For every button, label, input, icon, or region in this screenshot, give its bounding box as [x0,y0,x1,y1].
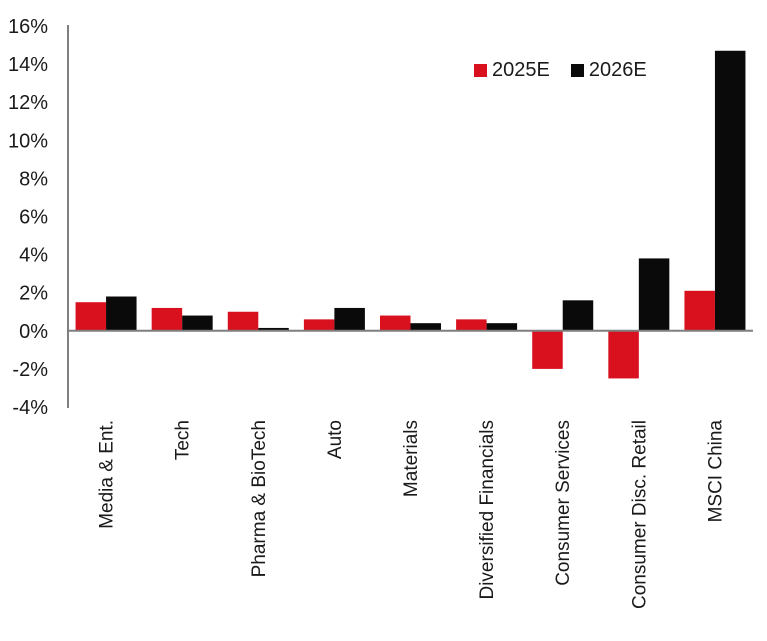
y-tick-label-2: 2% [19,283,48,305]
category-label-media-ent: Media & Ent. [97,420,118,529]
category-label-consumer-disc-retail: Consumer Disc. Retail [629,420,650,609]
legend-item-2026e: 2026E [570,57,647,83]
bar-2025e-pharma-biotech [227,311,259,331]
bar-2026e-consumer-disc-retail [638,258,670,331]
bar-2025e-consumer-disc-retail [608,330,639,379]
category-label-auto: Auto [325,420,346,459]
y-tick-label-8: 8% [19,168,48,190]
bar-2026e-diversified-financials [486,323,518,331]
y-tick-label-16: 16% [8,16,48,38]
legend-item-2025e: 2025E [474,57,550,83]
bar-2025e-tech [151,307,183,331]
y-tick-label-0: 0% [19,321,48,343]
y-tick-label-10: 10% [8,130,48,152]
bar-2026e-materials [410,323,441,331]
category-label-pharma-biotech: Pharma & BioTech [249,420,270,577]
bar-2026e-consumer-services [562,300,594,331]
y-tick-label--4: -4% [12,397,48,419]
legend-label-2025e: 2025E [492,59,550,81]
bar-2025e-materials [380,315,411,331]
bar-2025e-consumer-services [532,330,563,369]
category-label-tech: Tech [173,420,194,460]
category-label-msci-china: MSCI China [705,420,726,523]
chart-legend: 2025E 2026E [474,57,647,83]
bar-2026e-pharma-biotech [258,327,289,331]
bar-2026e-tech [182,315,213,331]
legend-swatch-2026e [570,63,584,77]
category-label-materials: Materials [401,420,422,497]
y-tick-label--2: -2% [12,359,48,381]
bar-2025e-diversified-financials [456,319,487,331]
category-label-diversified-financials: Diversified Financials [477,420,498,600]
y-tick-label-4: 4% [19,245,48,267]
y-tick-label-12: 12% [8,92,48,114]
bar-2025e-msci-china [684,290,715,331]
bar-2026e-media-ent [106,296,137,331]
category-label-consumer-services: Consumer Services [553,420,574,586]
y-tick-label-14: 14% [8,54,48,76]
y-tick-label-6: 6% [19,207,48,229]
legend-label-2026e: 2026E [588,59,647,81]
bar-2025e-media-ent [75,302,107,331]
bar-2025e-auto [303,319,335,331]
legend-swatch-2025e [474,63,487,77]
bar-2026e-msci-china [714,50,746,331]
bar-2026e-auto [334,307,365,331]
